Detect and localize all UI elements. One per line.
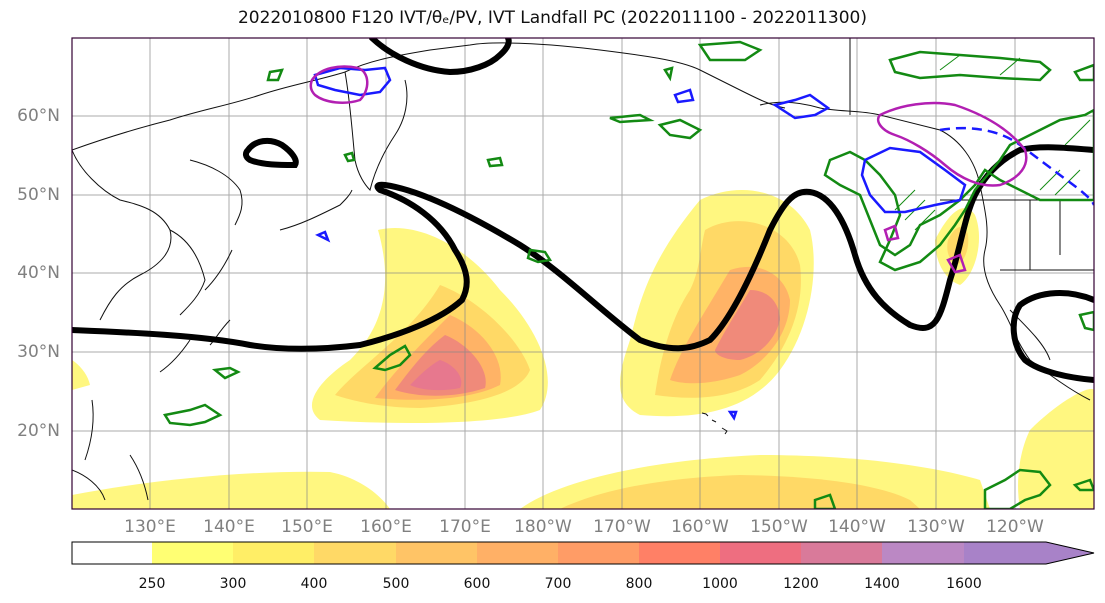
lon-label-150w: 150°W bbox=[750, 517, 808, 537]
pv-blue-contours bbox=[313, 66, 967, 421]
colorbar-tick-1000: 1000 bbox=[702, 576, 738, 592]
colorbar-tick-400: 400 bbox=[300, 576, 328, 592]
lat-label-30n: 30°N bbox=[17, 342, 60, 362]
colorbar-bin-11 bbox=[964, 542, 1094, 564]
lon-label-180w: 180°W bbox=[514, 517, 572, 537]
colorbar-tick-700: 700 bbox=[544, 576, 572, 592]
colorbar-tick-500: 500 bbox=[382, 576, 410, 592]
lat-label-40n: 40°N bbox=[17, 263, 60, 283]
lat-label-60n: 60°N bbox=[17, 106, 60, 126]
colorbar bbox=[71, 541, 1095, 565]
colorbar-tick-1600: 1600 bbox=[946, 576, 982, 592]
lon-label-150e: 150°E bbox=[281, 517, 333, 537]
pv-magenta-contours bbox=[309, 65, 1028, 274]
colorbar-bin-7 bbox=[639, 542, 720, 564]
colorbar-bin-10 bbox=[882, 542, 964, 564]
colorbar-bin-3 bbox=[314, 542, 396, 564]
colorbar-tick-600: 600 bbox=[463, 576, 491, 592]
colorbar-bin-5 bbox=[477, 542, 558, 564]
lon-label-160w: 160°W bbox=[671, 517, 729, 537]
lon-label-130w: 130°W bbox=[907, 517, 965, 537]
colorbar-bin-1 bbox=[152, 542, 233, 564]
colorbar-tick-1200: 1200 bbox=[783, 576, 819, 592]
colorbar-bin-9 bbox=[801, 542, 882, 564]
lon-label-130e: 130°E bbox=[124, 517, 176, 537]
colorbar-tick-250: 250 bbox=[138, 576, 166, 592]
theta-e-contours bbox=[72, 38, 1094, 383]
map-title: 2022010800 F120 IVT/θₑ/PV, IVT Landfall … bbox=[237, 8, 868, 28]
pv-blue-dashed bbox=[939, 126, 1094, 206]
colorbar-bin-6 bbox=[558, 542, 639, 564]
lon-label-160e: 160°E bbox=[360, 517, 412, 537]
colorbar-bin-8 bbox=[720, 542, 801, 564]
pv-hatching bbox=[894, 54, 1091, 231]
colorbar-tick-1400: 1400 bbox=[864, 576, 900, 592]
lat-label-50n: 50°N bbox=[17, 185, 60, 205]
lon-label-120w: 120°W bbox=[986, 517, 1044, 537]
lon-label-170w: 170°W bbox=[593, 517, 651, 537]
lon-label-170e: 170°E bbox=[439, 517, 491, 537]
lon-label-140e: 140°E bbox=[203, 517, 255, 537]
colorbar-bin-0 bbox=[72, 542, 152, 564]
ivt-shading bbox=[72, 190, 1094, 509]
lon-label-140w: 140°W bbox=[828, 517, 886, 537]
map-frame bbox=[71, 37, 1095, 510]
colorbar-tick-800: 800 bbox=[625, 576, 653, 592]
colorbar-bin-4 bbox=[396, 542, 477, 564]
colorbar-bin-2 bbox=[233, 542, 314, 564]
lat-label-20n: 20°N bbox=[17, 421, 60, 441]
colorbar-tick-300: 300 bbox=[219, 576, 247, 592]
